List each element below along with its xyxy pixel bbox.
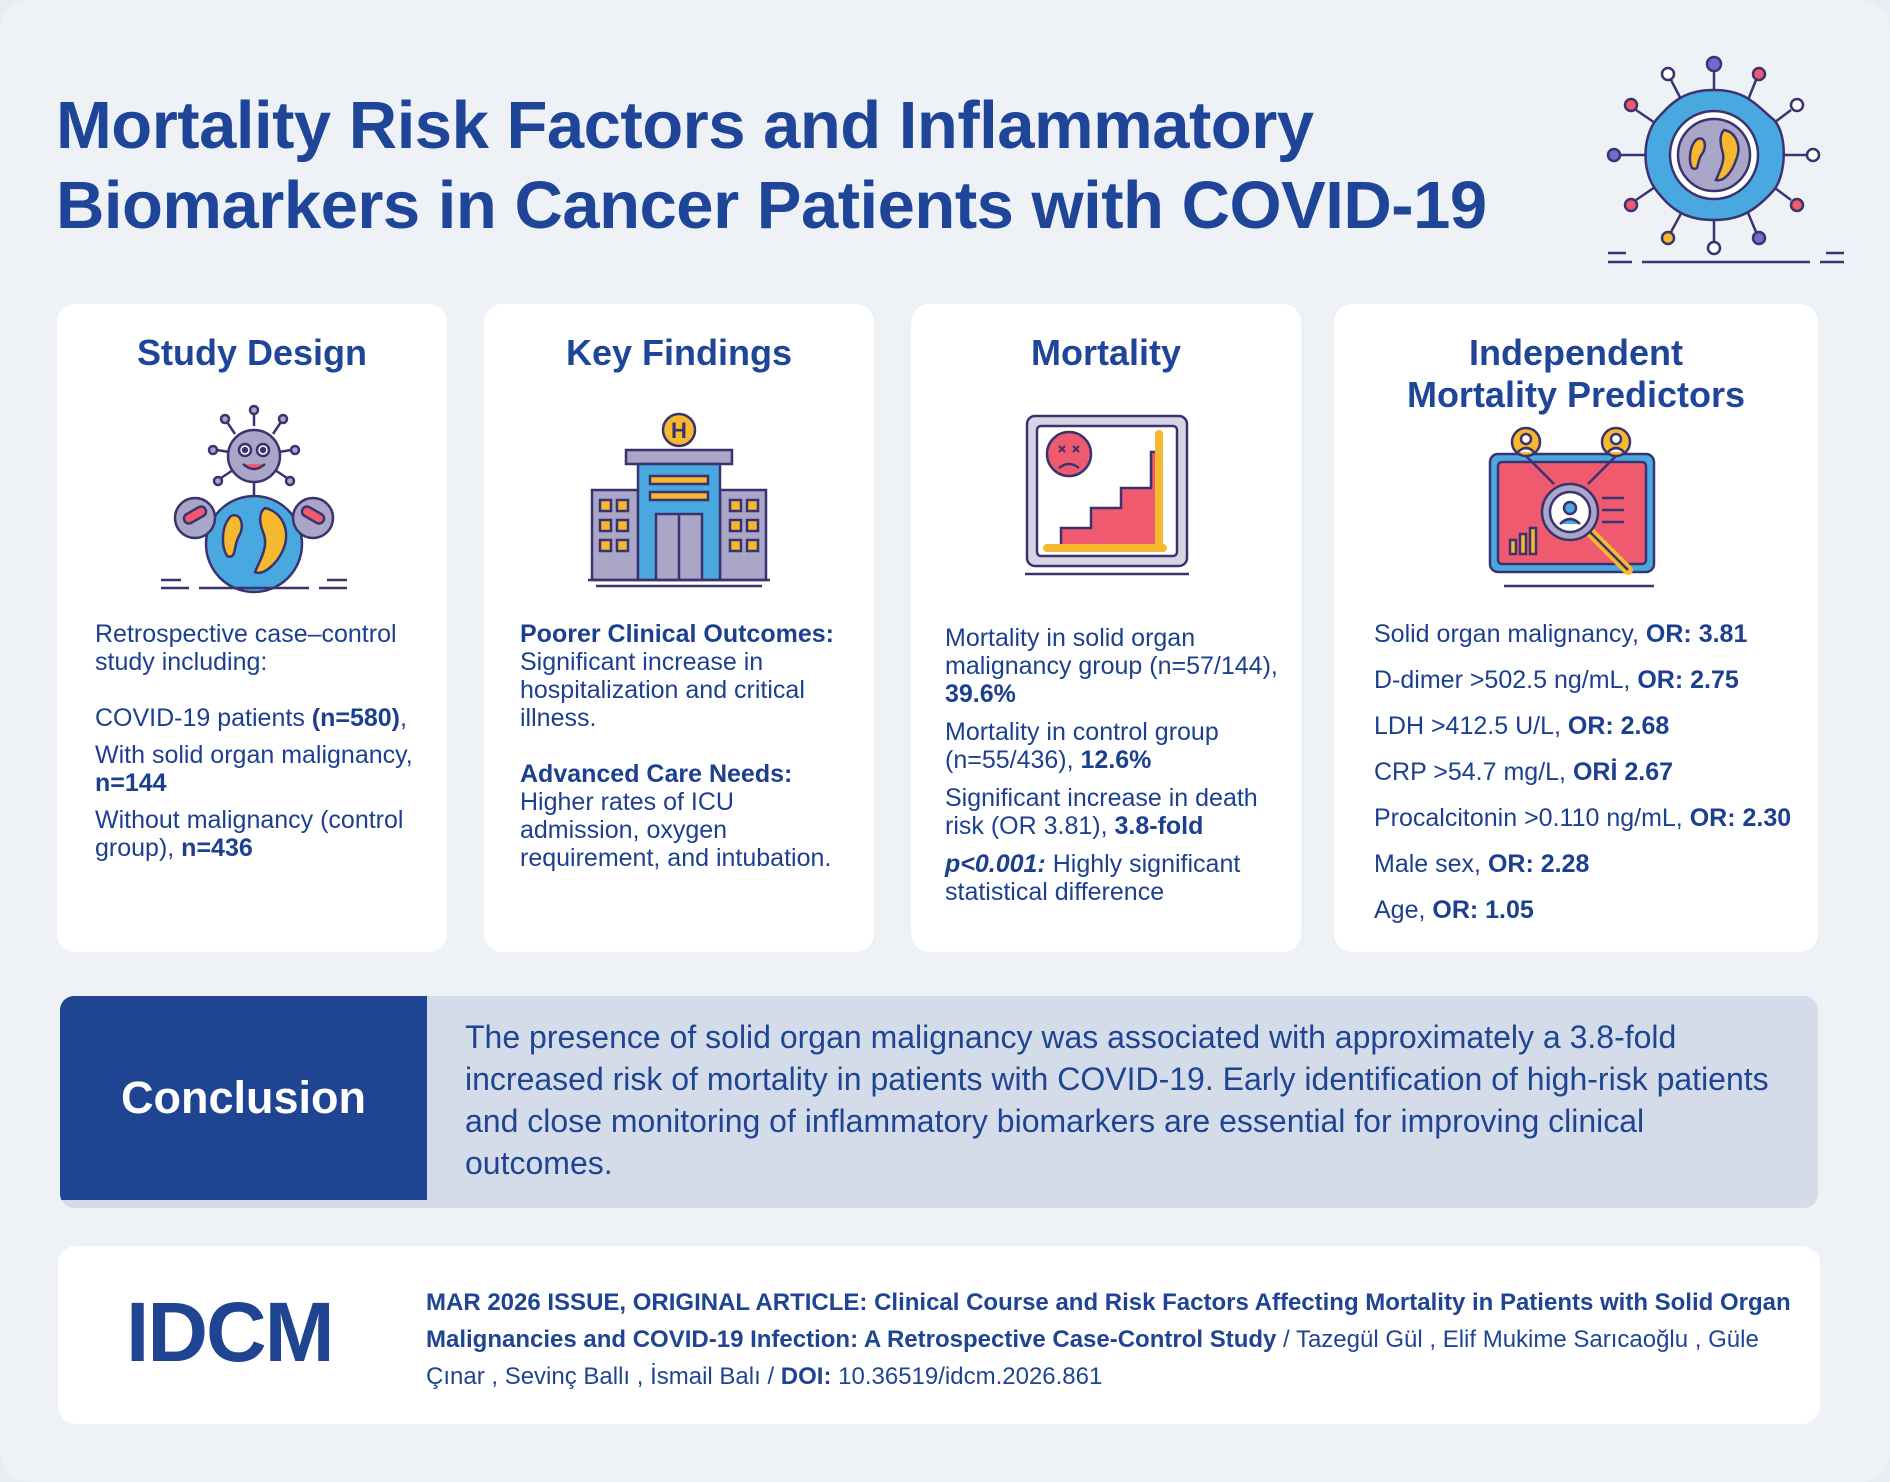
journal-logo: IDCM: [126, 1285, 335, 1379]
predictor-item: CRP >54.7 mg/L, ORİ 2.67: [1374, 758, 1814, 786]
predictor-item: Male sex, OR: 2.28: [1374, 850, 1814, 878]
doi-label: DOI:: [780, 1363, 832, 1390]
citation-authors: / Tazegül Gül , Elif Mukime Sarıcaoğlu …: [426, 1326, 1759, 1390]
study-intro: Retrospective case–control study includi…: [95, 620, 397, 676]
card-mortality: Mortality Mortality in solid organ malig…: [911, 304, 1301, 952]
patients-label: COVID-19 patients: [95, 704, 312, 732]
mortality-pvalue-text: Highly significant statistical differenc…: [945, 850, 1241, 906]
key-findings-text: Poorer Clinical Outcomes: Significant in…: [520, 620, 840, 872]
mortality-title: Mortality: [1030, 332, 1181, 373]
predictor-item: Age, OR: 1.05: [1374, 896, 1814, 924]
predictor-label: Procalcitonin >0.110 ng/mL,: [1374, 804, 1690, 832]
page-title: Mortality Risk Factors and Inflammatory …: [56, 86, 1556, 246]
finding-1-head: Poorer Clinical Outcomes:: [520, 620, 834, 648]
predictors-title-line-1: Independent: [1469, 332, 1683, 373]
predictors-list: Solid organ malignancy, OR: 3.81 D-dimer…: [1374, 620, 1814, 924]
key-findings-title: Key Findings: [565, 332, 793, 373]
predictor-value: OR: 2.28: [1487, 850, 1590, 878]
citation-issue: MAR 2026 ISSUE, ORIGINAL ARTICLE: Clinic…: [426, 1289, 1791, 1353]
patients-value: (n=580): [311, 704, 400, 732]
footer: IDCM MAR 2026 ISSUE, ORIGINAL ARTICLE: C…: [58, 1246, 1820, 1424]
title-line-1: Mortality Risk Factors and Inflammatory: [56, 88, 1314, 163]
patients-suffix: ,: [400, 704, 407, 732]
mortality-pvalue-value: p<0.001:: [945, 850, 1046, 878]
card-predictors: Independent Mortality Predictors: [1334, 304, 1818, 952]
predictor-value: OR: 3.81: [1645, 620, 1748, 648]
mortality-control-text: Mortality in control group (n=55/436),: [945, 718, 1219, 774]
predictor-item: LDH >412.5 U/L, OR: 2.68: [1374, 712, 1814, 740]
predictors-title: Independent Mortality Predictors: [1334, 332, 1818, 416]
mortality-risk-value: 3.8-fold: [1114, 812, 1204, 840]
finding-2-head: Advanced Care Needs:: [520, 760, 793, 788]
predictor-label: D-dimer >502.5 ng/mL,: [1374, 666, 1638, 694]
mortality-pvalue: p<0.001: Highly significant statistical …: [945, 850, 1285, 906]
finding-2-text: Higher rates of ICU admission, oxygen re…: [520, 788, 832, 872]
study-solid: With solid organ malignancy, n=144: [95, 741, 415, 797]
predictor-label: Male sex,: [1374, 850, 1488, 878]
predictor-label: Solid organ malignancy,: [1374, 620, 1646, 648]
study-patients: COVID-19 patients (n=580),: [95, 704, 415, 732]
mortality-risk-text: Significant increase in death risk (OR 3…: [945, 784, 1258, 840]
predictors-title-line-2: Mortality Predictors: [1406, 374, 1746, 415]
finding-2: Advanced Care Needs: Higher rates of ICU…: [520, 760, 840, 872]
card-study-design: Study Design: [57, 304, 447, 952]
card-key-findings: Key Findings H: [484, 304, 874, 952]
study-design-text: Retrospective case–control study includi…: [95, 620, 415, 862]
mortality-risk: Significant increase in death risk (OR 3…: [945, 784, 1285, 840]
mortality-solid-text: Mortality in solid organ malignancy grou…: [945, 624, 1278, 680]
citation: MAR 2026 ISSUE, ORIGINAL ARTICLE: Clinic…: [426, 1284, 1806, 1395]
mortality-text: Mortality in solid organ malignancy grou…: [945, 624, 1285, 906]
virus-earth-icon: [161, 404, 347, 594]
predictor-label: CRP >54.7 mg/L,: [1374, 758, 1573, 786]
predictor-value: OR: 2.30: [1689, 804, 1792, 832]
control-value: n=436: [181, 834, 253, 862]
virus-globe-icon: [1606, 55, 1844, 264]
predictor-label: LDH >412.5 U/L,: [1374, 712, 1568, 740]
hospital-icon: H: [588, 412, 770, 588]
finding-1-text: Significant increase in hospitalization …: [520, 648, 805, 732]
predictor-item: Procalcitonin >0.110 ng/mL, OR: 2.30: [1374, 804, 1814, 832]
finding-1: Poorer Clinical Outcomes: Significant in…: [520, 620, 840, 732]
predictor-item: D-dimer >502.5 ng/mL, OR: 2.75: [1374, 666, 1814, 694]
solid-value: n=144: [95, 769, 167, 797]
mortality-control-value: 12.6%: [1080, 746, 1152, 774]
conclusion-panel: Conclusion The presence of solid organ m…: [60, 996, 1818, 1208]
study-design-title: Study Design: [136, 332, 368, 373]
predictor-value: OR: 2.68: [1567, 712, 1670, 740]
predictor-value: ORİ 2.67: [1572, 758, 1674, 786]
solid-label: With solid organ malignancy,: [95, 741, 413, 769]
mortality-control: Mortality in control group (n=55/436), 1…: [945, 718, 1285, 774]
title-line-2: Biomarkers in Cancer Patients with COVID…: [56, 168, 1487, 243]
doi-value: 10.36519/idcm.2026.861: [831, 1363, 1103, 1390]
predictor-item: Solid organ malignancy, OR: 3.81: [1374, 620, 1814, 648]
control-label: Without malignancy (control group),: [95, 806, 404, 862]
rising-chart-icon: [1025, 414, 1189, 576]
predictor-label: Age,: [1374, 896, 1433, 924]
study-control: Without malignancy (control group), n=43…: [95, 806, 415, 862]
predictor-value: OR: 2.75: [1637, 666, 1739, 694]
conclusion-label: Conclusion: [60, 996, 427, 1200]
mortality-solid: Mortality in solid organ malignancy grou…: [945, 624, 1285, 708]
hospital-letter: H: [671, 418, 687, 443]
conclusion-text: The presence of solid organ malignancy w…: [465, 1019, 1769, 1181]
mortality-solid-value: 39.6%: [945, 680, 1016, 708]
predictor-value: OR: 1.05: [1432, 896, 1534, 924]
search-analysis-icon: [1488, 426, 1656, 588]
